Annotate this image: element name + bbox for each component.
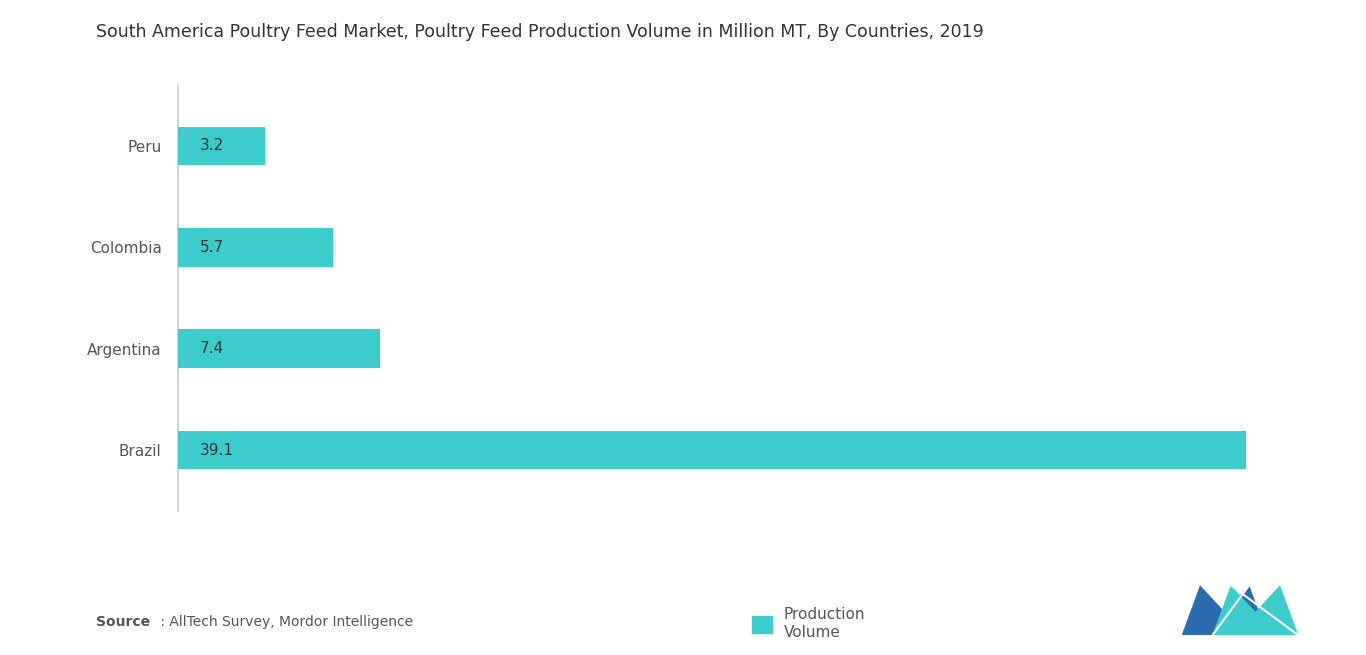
Text: Source: Source: [96, 615, 150, 629]
Text: South America Poultry Feed Market, Poultry Feed Production Volume in Million MT,: South America Poultry Feed Market, Poult…: [96, 23, 984, 41]
Text: 39.1: 39.1: [199, 443, 234, 458]
Text: 7.4: 7.4: [199, 341, 224, 356]
Bar: [178, 228, 333, 267]
Text: : AllTech Survey, Mordor Intelligence: : AllTech Survey, Mordor Intelligence: [156, 615, 413, 629]
Legend: Production
Volume: Production Volume: [751, 607, 866, 639]
Text: 5.7: 5.7: [199, 240, 224, 255]
Text: 3.2: 3.2: [199, 138, 224, 153]
Bar: [178, 431, 1246, 470]
Bar: [178, 126, 265, 165]
Bar: [178, 329, 380, 368]
